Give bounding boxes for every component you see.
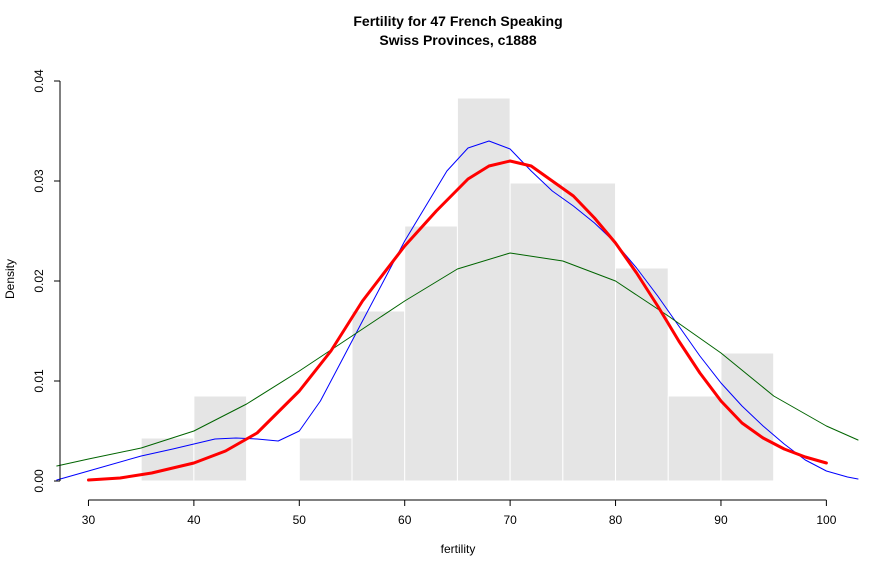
histogram-bar-8 [562,182,617,482]
x-tick-label-70: 70 [503,513,517,527]
darkgreen-density-curve [56,252,859,467]
histogram-bars [140,97,775,482]
y-tick-label-0.04: 0.04 [32,69,46,93]
y-axis: 0.00 0.01 0.02 0.03 0.04 [32,69,61,493]
x-tick-label-50: 50 [293,513,307,527]
x-axis: 30 40 50 60 70 80 90 100 [82,499,837,527]
x-axis-label: fertility [441,542,476,556]
x-tick-label-80: 80 [609,513,623,527]
x-tick-label-90: 90 [714,513,728,527]
blue-density-curve [56,140,859,481]
y-tick-label-0.00: 0.00 [32,469,46,493]
histogram-bar-9 [615,267,669,482]
chart-title-line-1: Fertility for 47 French Speaking [353,13,562,29]
y-axis-label: Density [3,259,17,299]
histogram-bar-10 [667,395,722,482]
x-tick-label-100: 100 [816,513,836,527]
histogram-bar-3 [298,437,353,482]
red-density-curve [87,159,828,482]
histogram-bar-11 [720,352,775,482]
y-tick-label-0.01: 0.01 [32,369,46,393]
chart-title-line-2: Swiss Provinces, c1888 [379,32,536,48]
y-tick-label-0.03: 0.03 [32,169,46,193]
x-tick-label-60: 60 [398,513,412,527]
histogram-bar-5 [404,225,458,482]
histogram-bar-6 [456,97,511,482]
x-tick-label-30: 30 [82,513,96,527]
histogram-bar-4 [351,310,406,482]
x-tick-label-40: 40 [187,513,201,527]
y-tick-label-0.02: 0.02 [32,269,46,293]
histogram-bar-7 [509,182,564,482]
density-curves [56,140,859,482]
